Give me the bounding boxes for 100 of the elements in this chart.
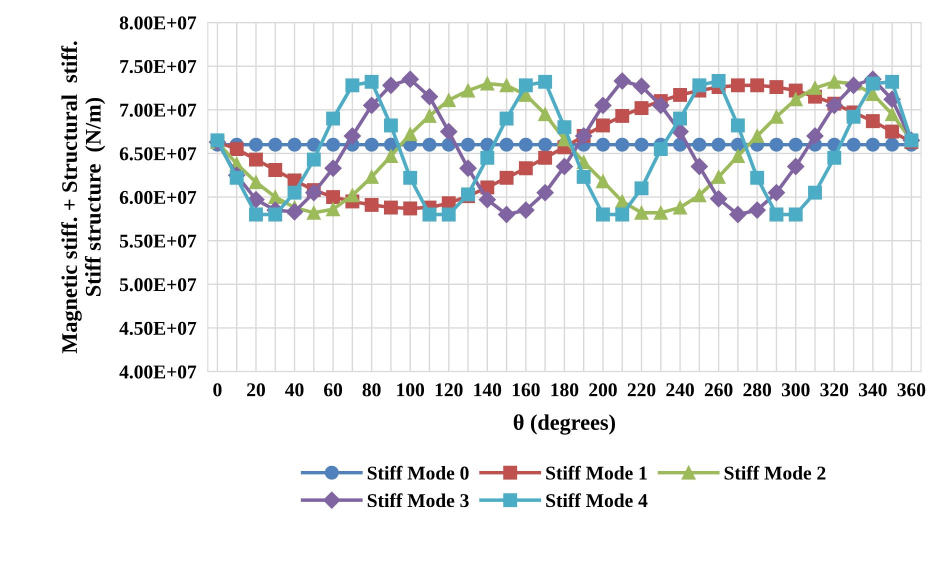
x-tick-label: 0 [213,383,222,396]
x-tick-label: 320 [820,383,848,396]
point [403,127,418,142]
point [422,208,436,222]
x-tick-label: 180 [551,383,578,396]
point [230,142,244,156]
point [459,160,477,177]
point [500,78,514,92]
point [730,149,745,163]
y-tick-label: 6.00E+07 [120,190,196,204]
x-tick-label: 80 [362,383,381,396]
x-tick-label: 280 [743,383,772,396]
point [673,200,688,214]
point [596,118,610,132]
point [748,202,766,219]
point [384,149,398,163]
point [808,186,822,200]
point [403,170,418,185]
point [866,76,880,91]
point [846,138,860,152]
point [402,70,419,88]
point [384,118,398,132]
point [750,78,764,92]
x-tick-label: 160 [512,383,540,396]
point [306,152,321,166]
point [673,112,688,126]
point [480,76,494,91]
point [615,108,630,123]
point [712,138,726,152]
point [461,138,475,152]
point [247,191,265,208]
point [268,138,282,152]
point [673,88,688,102]
point [249,175,263,190]
point [440,123,458,140]
point [750,129,764,143]
point [538,138,552,152]
point [249,152,263,166]
point [306,206,321,220]
point [652,96,670,114]
point [615,138,630,152]
legend-label: Stiff Mode 4 [546,493,648,508]
y-tick-label: 4.50E+07 [119,322,196,335]
point [596,138,610,152]
point [712,74,726,88]
point [249,208,263,222]
point [846,110,860,124]
point [866,114,880,128]
point [806,127,824,145]
point [345,188,360,202]
point [422,138,436,152]
point [634,101,648,115]
point [556,158,573,176]
legend-label: Stiff Mode 3 [368,493,469,508]
legend-label: Stiff Mode 0 [368,466,469,480]
point [788,138,803,152]
x-tick-label: 100 [397,383,424,396]
point [326,112,340,126]
point [364,74,379,89]
y-tick-label: 8.00E+07 [120,16,196,30]
point [827,150,842,165]
point [536,184,554,202]
point [480,150,494,165]
point [288,138,302,152]
x-axis-title: θ (degrees) [514,414,615,435]
point [634,181,648,196]
point [326,202,340,216]
point [594,96,612,114]
legend-label: Stiff Mode 2 [724,466,826,480]
point [596,174,610,188]
point [517,202,534,219]
point [403,201,418,216]
point [750,170,764,185]
point [420,88,438,106]
point [382,76,400,94]
point [788,208,803,222]
x-tick-label: 360 [898,383,926,396]
point [442,208,456,222]
point [885,138,900,152]
point [845,76,862,94]
x-tick-label: 340 [858,383,887,396]
x-tick-label: 120 [436,383,463,396]
x-tick-label: 140 [474,383,502,396]
point [770,138,784,152]
point [730,118,745,132]
point [500,170,514,185]
legend-label: Stiff Mode 1 [546,466,647,480]
x-tick-label: 40 [285,383,304,396]
point [286,203,304,220]
point [826,96,843,114]
point [634,206,648,220]
x-tick-label: 60 [324,383,342,396]
point [518,161,533,176]
point [615,208,630,222]
x-tick-label: 220 [628,383,656,396]
point [692,188,706,202]
point [768,184,785,202]
point [576,170,591,184]
point [364,170,379,184]
point [268,190,282,204]
